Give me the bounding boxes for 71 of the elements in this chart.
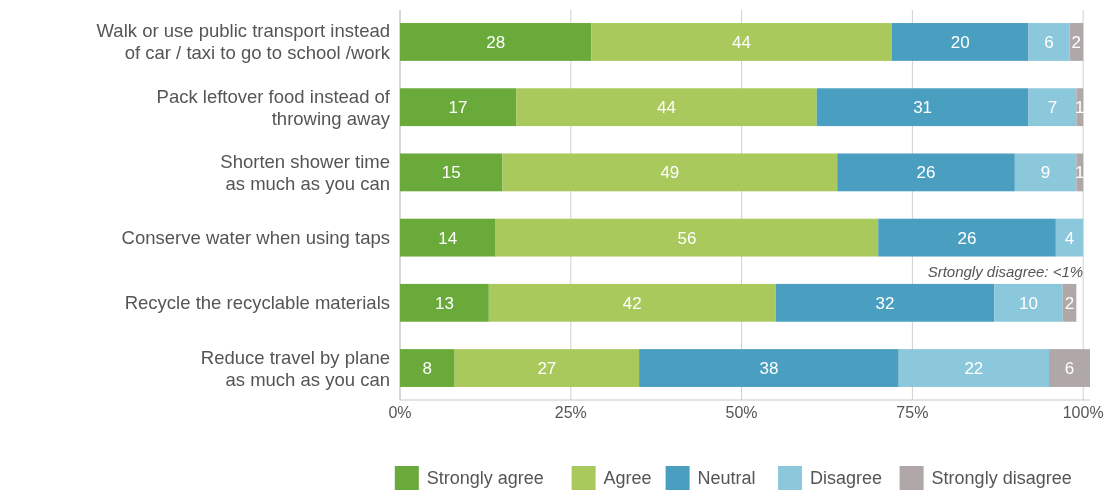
data-label: 22 (964, 358, 984, 378)
data-label: 6 (1064, 358, 1075, 378)
data-label: 56 (677, 228, 697, 248)
bar (400, 153, 503, 192)
data-label: 28 (486, 32, 506, 52)
y-tick-label: Shorten shower time as much as you can (220, 150, 390, 194)
bar (878, 218, 1056, 257)
x-tick-label: 75% (896, 404, 929, 421)
data-label: 13 (434, 293, 454, 313)
bar (400, 349, 455, 387)
bar (488, 283, 776, 322)
bar (994, 283, 1063, 322)
bar (502, 153, 838, 192)
data-label: 15 (441, 163, 461, 183)
data-label: 32 (875, 293, 895, 313)
data-label: 27 (537, 358, 557, 378)
data-label: 31 (913, 98, 933, 118)
legend-label: Strongly agree (426, 468, 544, 489)
bar (591, 23, 892, 61)
bar (891, 23, 1029, 61)
data-label: 9 (1040, 163, 1051, 183)
bar (639, 349, 899, 387)
bar (516, 88, 817, 127)
data-label: 8 (422, 358, 433, 378)
data-label: 2 (1071, 32, 1082, 52)
bar (816, 88, 1029, 127)
data-label: 26 (957, 228, 977, 248)
data-label: 20 (950, 32, 970, 52)
data-label: 7 (1047, 98, 1058, 118)
legend-label: Disagree (810, 468, 883, 489)
annotation: Srtongly disagree: <1% (927, 262, 1084, 280)
bar (1014, 153, 1077, 192)
data-label: 26 (916, 163, 936, 183)
bar (495, 218, 879, 257)
y-tick-label: Reduce travel by plane as much as you can (200, 346, 390, 390)
x-tick-label: 0% (388, 404, 412, 421)
data-label: 6 (1044, 32, 1054, 52)
x-tick-label: 25% (554, 404, 587, 421)
legend-label: Neutral (697, 468, 756, 489)
data-label: 1 (1075, 98, 1085, 118)
data-label: 42 (622, 293, 642, 313)
bar (400, 283, 489, 322)
data-label: 10 (1019, 293, 1038, 313)
y-tick-label: Pack leftover food instead of throwing away (156, 85, 391, 129)
bar (775, 283, 995, 322)
bar (1028, 88, 1077, 127)
data-label: 2 (1064, 293, 1075, 313)
bar (454, 349, 640, 387)
legend-label: Strongly disagree (931, 468, 1072, 489)
bar (1049, 349, 1090, 387)
data-label: 38 (759, 358, 779, 378)
data-label: 4 (1064, 228, 1075, 248)
bar (898, 349, 1050, 387)
bar (837, 153, 1015, 192)
legend-label: Agree (603, 468, 652, 489)
bar (400, 88, 517, 127)
x-tick-label: 50% (725, 404, 758, 421)
bar (400, 218, 496, 257)
data-label: 44 (732, 32, 752, 52)
data-label: 1 (1075, 163, 1085, 183)
data-label: 49 (660, 163, 680, 183)
data-label: 44 (656, 98, 676, 118)
data-label: 17 (448, 98, 468, 118)
bar (1028, 23, 1070, 61)
y-tick-label: Recycle the recyclable materials (124, 292, 390, 314)
y-tick-label: Conserve water when using taps (121, 227, 390, 249)
x-tick-label: 100% (1062, 404, 1104, 421)
bar (1055, 218, 1084, 257)
bar (400, 23, 592, 61)
y-tick-label: Walk or use public transport instead of car / taxi to go to school /work (96, 20, 391, 64)
data-label: 14 (438, 228, 458, 248)
